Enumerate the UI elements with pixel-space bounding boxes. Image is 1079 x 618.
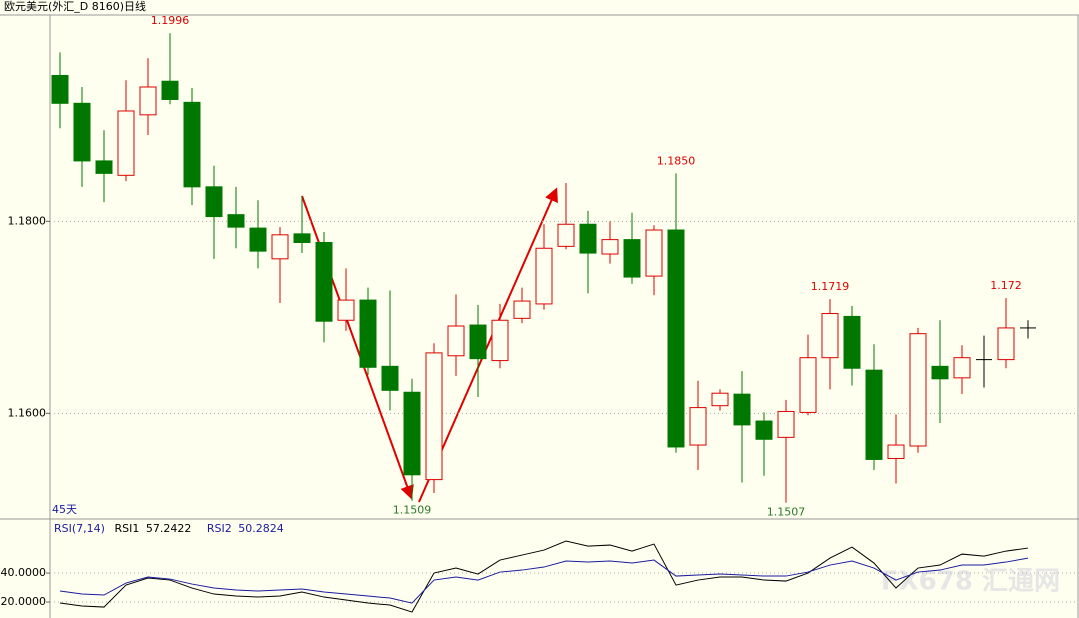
candle-body bbox=[931, 365, 949, 380]
candle-body bbox=[51, 74, 69, 104]
y-tick-label: 1.1800 bbox=[8, 214, 47, 227]
candle-body bbox=[601, 239, 619, 255]
candle-body bbox=[337, 299, 355, 321]
candle-body bbox=[117, 110, 135, 176]
candle-body bbox=[447, 325, 465, 357]
high-label: 1.1996 bbox=[151, 14, 190, 27]
candle-body bbox=[403, 391, 421, 476]
rsi-title: RSI(7,14) bbox=[54, 522, 105, 535]
candle-body bbox=[271, 234, 289, 260]
low-label: 1.1507 bbox=[767, 506, 806, 519]
candle-body bbox=[205, 186, 223, 218]
candle-body bbox=[733, 393, 751, 426]
candle-body bbox=[623, 239, 641, 278]
candle-body bbox=[711, 392, 729, 407]
candle-body bbox=[557, 223, 575, 247]
title-bar bbox=[0, 0, 1079, 15]
candle-body bbox=[535, 247, 553, 305]
candle-body bbox=[645, 229, 663, 277]
legend-value: 57.2422 bbox=[146, 522, 192, 535]
candle-body bbox=[381, 365, 399, 391]
candle-body bbox=[183, 101, 201, 188]
candle-body bbox=[227, 214, 245, 228]
legend-name: RSI1 bbox=[114, 522, 139, 535]
candle-body bbox=[843, 315, 861, 369]
candle-body bbox=[425, 352, 443, 481]
legend-name: RSI2 bbox=[207, 522, 232, 535]
high-label: 1.1719 bbox=[811, 280, 850, 293]
candle-body bbox=[909, 333, 927, 447]
high-label: 1.1850 bbox=[657, 154, 696, 167]
rsi-line bbox=[59, 557, 1029, 604]
low-label: 1.1509 bbox=[393, 504, 432, 517]
candle-body bbox=[667, 229, 685, 448]
y-tick-label: 20.0000 bbox=[1, 595, 47, 608]
high-label: 1.172 bbox=[990, 279, 1022, 292]
candle-body bbox=[139, 86, 157, 116]
rsi-line bbox=[59, 540, 1029, 613]
candle-body bbox=[821, 313, 839, 359]
candle-body bbox=[997, 327, 1015, 361]
candle-body bbox=[249, 227, 267, 252]
candle-body bbox=[579, 223, 597, 254]
candle-body bbox=[799, 357, 817, 413]
y-tick-label: 1.1600 bbox=[8, 406, 47, 419]
period-label: 45天 bbox=[52, 503, 77, 516]
candle-body bbox=[491, 319, 509, 362]
candle-body bbox=[777, 410, 795, 438]
candle-body bbox=[887, 444, 905, 459]
candle-body bbox=[755, 420, 773, 440]
candle-body bbox=[95, 160, 113, 174]
candle-body bbox=[865, 369, 883, 460]
candle-body bbox=[293, 233, 311, 244]
candle-body bbox=[73, 102, 91, 162]
y-tick-label: 40.0000 bbox=[1, 566, 47, 579]
candle-body bbox=[315, 242, 333, 322]
candle-body bbox=[953, 357, 971, 379]
candle-body bbox=[161, 80, 179, 100]
candle-body bbox=[689, 407, 707, 446]
rsi-legend: RSI(7,14) RSI1 57.2422 RSI2 50.2824 bbox=[54, 522, 284, 535]
candle-body bbox=[513, 300, 531, 319]
candle-body bbox=[469, 324, 487, 360]
chart-title: 欧元美元(外汇_D 8160)日线 bbox=[4, 0, 146, 13]
candle-body bbox=[359, 299, 377, 368]
trend-arrow bbox=[301, 195, 414, 500]
legend-value: 50.2824 bbox=[238, 522, 284, 535]
watermark: FX678 汇通网 bbox=[881, 567, 1060, 597]
